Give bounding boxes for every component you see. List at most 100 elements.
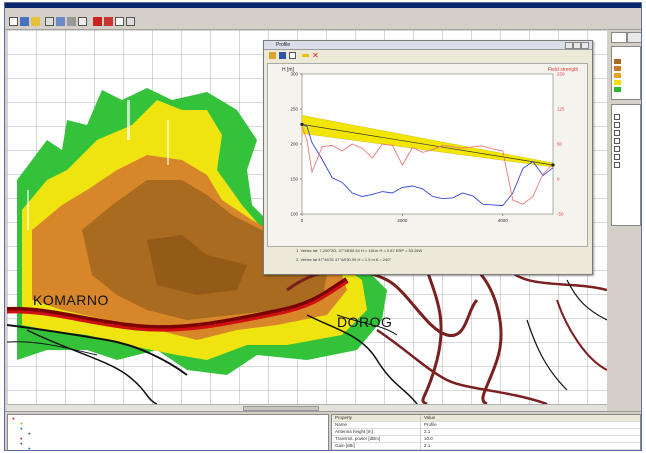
property-value[interactable]: Profile [424,422,437,427]
layer-item[interactable] [614,113,638,120]
left-tick-label: 150 [290,177,298,182]
right-side-panel [609,30,641,411]
layer-item[interactable] [614,137,638,144]
menu-bar [5,8,641,15]
layer-item[interactable] [614,129,638,136]
open-icon[interactable] [269,52,276,59]
right-axis-title: Field strength [548,67,579,73]
layer-item[interactable] [614,121,638,128]
profile-info-line-2: 2. Vertex lat 47°48'31 47°48'30.99 H = 1… [296,257,392,262]
tree-item[interactable]: ● [28,446,31,451]
property-row[interactable]: Antenna height [m] 2.1 [332,429,640,436]
pan-tool-icon[interactable] [78,17,87,26]
properties-icon[interactable] [126,17,135,26]
tree-item[interactable]: ● [20,436,23,441]
panel-tab-legend[interactable] [611,32,627,43]
layer-checkbox[interactable] [614,161,620,168]
map-horizontal-scrollbar[interactable] [7,404,607,412]
tree-item[interactable]: ● [20,426,23,431]
project-tree: ● ● ● ● ● ● ● [7,414,329,451]
properties-grid: Property Value Name Profile Antenna height… [331,414,641,450]
layer-checkbox[interactable] [614,137,620,144]
profile-info-line-1: 1. Vertex lat: 7-200°2D, 47°48'80.44 H =… [296,248,423,253]
legend-swatch [614,66,621,72]
tree-item[interactable]: ● [20,441,23,446]
right-tick-label: 0 [557,177,560,182]
line-of-sight [301,124,554,166]
profile-window[interactable]: Profile ✕ 300 250 200 150 100 250 125 50 0 -50 0 20… [263,40,593,275]
minimize-button[interactable] [565,42,573,49]
print-icon[interactable] [289,52,296,59]
layer-checkbox[interactable] [614,153,620,160]
layer-checkbox[interactable] [614,113,620,120]
field-strength-line [301,126,554,205]
property-row[interactable]: Name Profile [332,422,640,429]
coverage-zone-brown [82,180,327,320]
property-value[interactable]: 10.0 [424,436,433,441]
layers-list [611,104,641,226]
danube-river [7,280,348,332]
tree-item[interactable]: ● [28,431,31,436]
open-icon[interactable] [20,17,29,26]
layer-checkbox[interactable] [614,129,620,136]
profile-chart-svg: 300 250 200 150 100 250 125 50 0 -50 0 2000 4000 [290,72,565,224]
x-tick-label: 4000 [498,218,509,223]
profile-toolbar: ✕ [264,50,592,62]
line-icon[interactable] [302,54,309,57]
property-key: Transmit. power [dBm] [335,436,381,441]
legend-swatch [614,73,621,79]
close-profile-icon[interactable]: ✕ [312,51,319,60]
receiver-point [551,163,555,167]
save-icon[interactable] [279,52,286,59]
x-tick-label: 2000 [397,218,408,223]
tree-item[interactable]: ● [12,416,15,421]
property-value[interactable]: 2.1 [424,443,431,448]
select-tool-icon[interactable] [45,17,54,26]
legend-row [614,87,638,93]
left-axis-title: H [m] [282,67,294,73]
layer-item[interactable] [614,145,638,152]
layer-checkbox[interactable] [614,145,620,152]
new-file-icon[interactable] [9,17,18,26]
scrollbar-thumb[interactable] [243,406,319,411]
property-key: Property [335,415,353,420]
legend-row [614,66,638,72]
property-key: Gain [dBi] [335,443,355,448]
layer-item[interactable] [614,161,638,168]
property-value: Value [424,415,436,420]
zoom-in-icon[interactable] [56,17,65,26]
add-transmitter-icon[interactable] [93,17,102,26]
profile-chart: 300 250 200 150 100 250 125 50 0 -50 0 2000 4000 H [… [267,63,588,247]
property-key: Antenna height [m] [335,429,373,434]
left-tick-label: 200 [290,142,298,147]
transmitter-point [300,122,304,126]
left-tick-label: 100 [290,212,298,217]
zoom-out-icon[interactable] [67,17,76,26]
profile-tool-icon[interactable] [115,17,124,26]
right-tick-label: 250 [557,72,565,77]
close-button[interactable] [581,42,589,49]
right-tick-label: -50 [557,212,564,217]
right-tick-label: 125 [557,107,565,112]
property-value[interactable]: 2.1 [424,429,431,434]
bottom-panel: ● ● ● ● ● ● ● Property Value Name Profile … [5,411,641,451]
profile-title-bar[interactable]: Profile [264,41,592,50]
x-tick-label: 0 [301,218,304,223]
panel-tab-layers[interactable] [627,32,641,43]
property-row[interactable]: Transmit. power [dBm] 10.0 [332,436,640,443]
profile-title: Profile [276,42,291,48]
left-tick-label: 250 [290,107,298,112]
folder-icon[interactable] [31,17,40,26]
layer-item[interactable] [614,153,638,160]
tree-item[interactable]: ● [20,421,23,426]
layer-checkbox[interactable] [614,121,620,128]
legend-row [614,80,638,86]
maximize-button[interactable] [573,42,581,49]
property-row[interactable]: Gain [dBi] 2.1 [332,443,640,450]
add-point-icon[interactable] [104,17,113,26]
legend-swatch [614,80,621,86]
property-key: Name [335,422,348,427]
left-tick-label: 300 [290,72,298,77]
right-tick-label: 50 [557,142,563,147]
legend-row [614,73,638,79]
